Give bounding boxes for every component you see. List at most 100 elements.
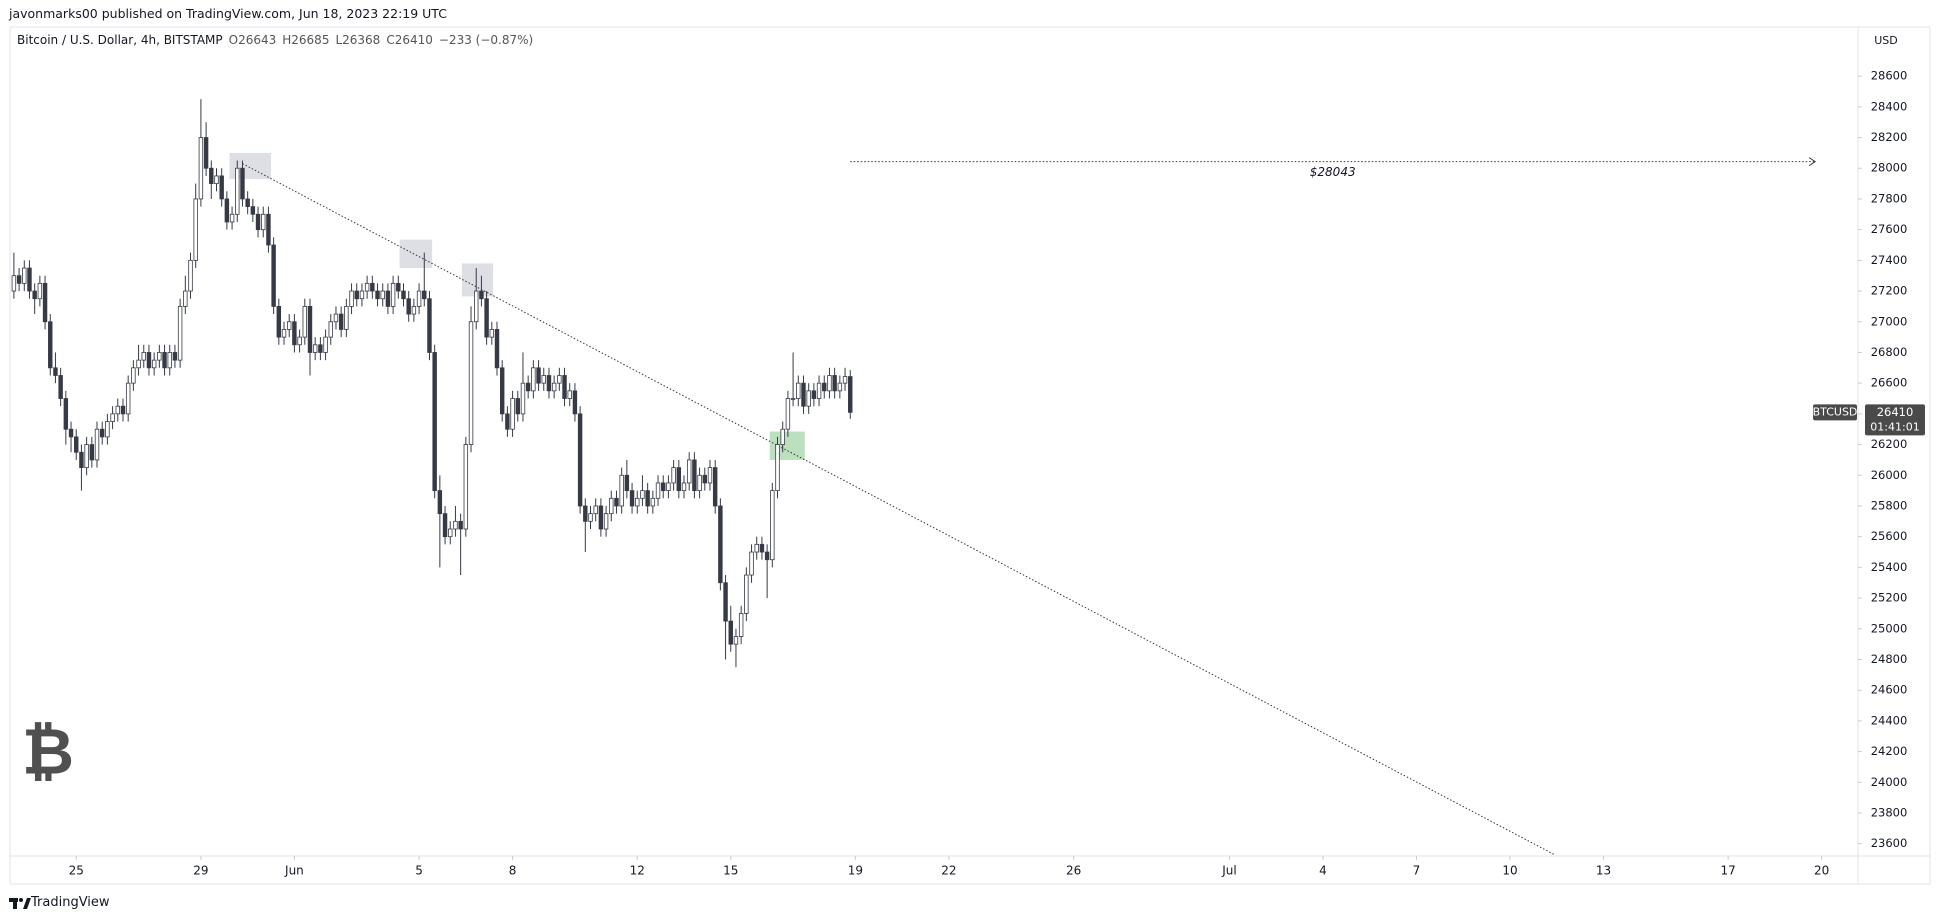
candle-body	[359, 290, 365, 300]
candle-body	[105, 421, 110, 438]
candle-body	[323, 336, 328, 353]
candle-body	[780, 428, 785, 445]
candle-body	[297, 336, 302, 346]
x-tick-label: 12	[630, 864, 645, 878]
candle-body	[344, 306, 349, 330]
candle-body	[338, 313, 344, 330]
highlight-box	[399, 239, 433, 269]
candle-body	[276, 306, 282, 338]
candle-body	[723, 582, 728, 622]
candle-body	[198, 137, 204, 200]
candle-body	[146, 352, 152, 369]
candle-body	[614, 497, 619, 507]
candle-body	[79, 451, 84, 468]
candle-body	[286, 321, 292, 330]
candle-body	[827, 375, 832, 392]
candle-body	[219, 175, 224, 200]
y-tick-label: 26800	[1871, 345, 1908, 359]
candle-body	[593, 505, 598, 515]
y-tick-label: 26200	[1871, 437, 1908, 451]
candle-body	[463, 444, 469, 530]
x-tick-label: 17	[1720, 864, 1735, 878]
candle-body	[375, 290, 380, 300]
publisher-header: javonmarks00 published on TradingView.co…	[9, 6, 447, 21]
y-tick-label: 25600	[1871, 529, 1908, 543]
candle-body	[390, 282, 396, 307]
candle-body	[448, 528, 453, 538]
candle-body	[89, 444, 95, 461]
candle-body	[531, 367, 536, 392]
candle-body	[224, 198, 230, 223]
candle-body	[754, 543, 759, 553]
x-tick-label: 26	[1066, 864, 1081, 878]
candle-body	[598, 505, 604, 530]
candle-body	[318, 344, 323, 353]
candle-body	[583, 505, 588, 522]
y-tick-label: 28600	[1871, 69, 1908, 83]
candle-body	[728, 620, 733, 645]
symbol-legend: Bitcoin / U.S. Dollar, 4h, BITSTAMP O266…	[17, 33, 533, 47]
y-tick-label: 24200	[1871, 744, 1908, 758]
candle-body	[806, 390, 811, 407]
candle-body	[162, 352, 167, 369]
y-tick-label: 27400	[1871, 253, 1908, 267]
candle-body	[520, 382, 526, 415]
candle-body	[32, 290, 37, 300]
candle-body	[11, 275, 17, 292]
candle-body	[167, 352, 172, 369]
candle-body	[240, 167, 245, 200]
candle-body	[848, 376, 853, 413]
candle-body	[120, 405, 126, 415]
candle-body	[22, 267, 27, 284]
y-tick-label: 26000	[1871, 468, 1908, 482]
candle-body	[302, 306, 308, 338]
candle-body	[603, 513, 609, 530]
candle-body	[271, 244, 276, 307]
candle-body	[63, 398, 69, 430]
symbol-name: Bitcoin / U.S. Dollar, 4h, BITSTAMP	[17, 33, 223, 47]
candle-body	[525, 382, 531, 392]
candle-body	[671, 467, 676, 484]
legend-value: C26410	[386, 33, 433, 47]
candle-body	[172, 352, 178, 361]
candle-body	[151, 359, 157, 369]
x-tick-label: 8	[509, 864, 517, 878]
candle-body	[811, 390, 817, 399]
y-tick-label: 27600	[1871, 222, 1908, 236]
candle-body	[635, 497, 640, 507]
candle-body	[676, 467, 682, 492]
candle-body	[712, 467, 718, 507]
candle-body	[505, 413, 510, 430]
candle-body	[245, 198, 250, 208]
candle-body	[510, 398, 515, 430]
candle-body	[422, 290, 427, 300]
candle-body	[307, 306, 313, 353]
y-tick-label: 25400	[1871, 560, 1908, 574]
candle-body	[281, 329, 287, 338]
candle-body	[209, 167, 214, 184]
candle-body	[790, 398, 796, 400]
y-tick-label: 25800	[1871, 498, 1908, 512]
candle-body	[764, 551, 770, 561]
candle-body	[235, 167, 240, 215]
candle-body	[94, 428, 100, 461]
x-tick-label: 29	[193, 864, 208, 878]
candle-body	[474, 290, 479, 323]
candle-body	[770, 490, 775, 561]
y-tick-label: 27200	[1871, 284, 1908, 298]
symbol-tag: BTCUSD	[1813, 405, 1858, 418]
candle-body	[214, 175, 219, 184]
candle-body	[177, 306, 183, 361]
candle-body	[697, 474, 702, 492]
candle-body	[686, 459, 692, 484]
candle-body	[557, 375, 562, 384]
x-tick-label: 20	[1814, 864, 1829, 878]
candle-body	[333, 313, 339, 323]
y-tick-label: 23600	[1871, 836, 1908, 850]
x-tick-label: Jun	[284, 864, 304, 878]
candle-body	[42, 282, 48, 323]
legend-value: O26643	[228, 33, 277, 47]
candle-body	[141, 352, 146, 361]
candle-body	[515, 398, 520, 415]
chart-frame	[9, 26, 1931, 885]
